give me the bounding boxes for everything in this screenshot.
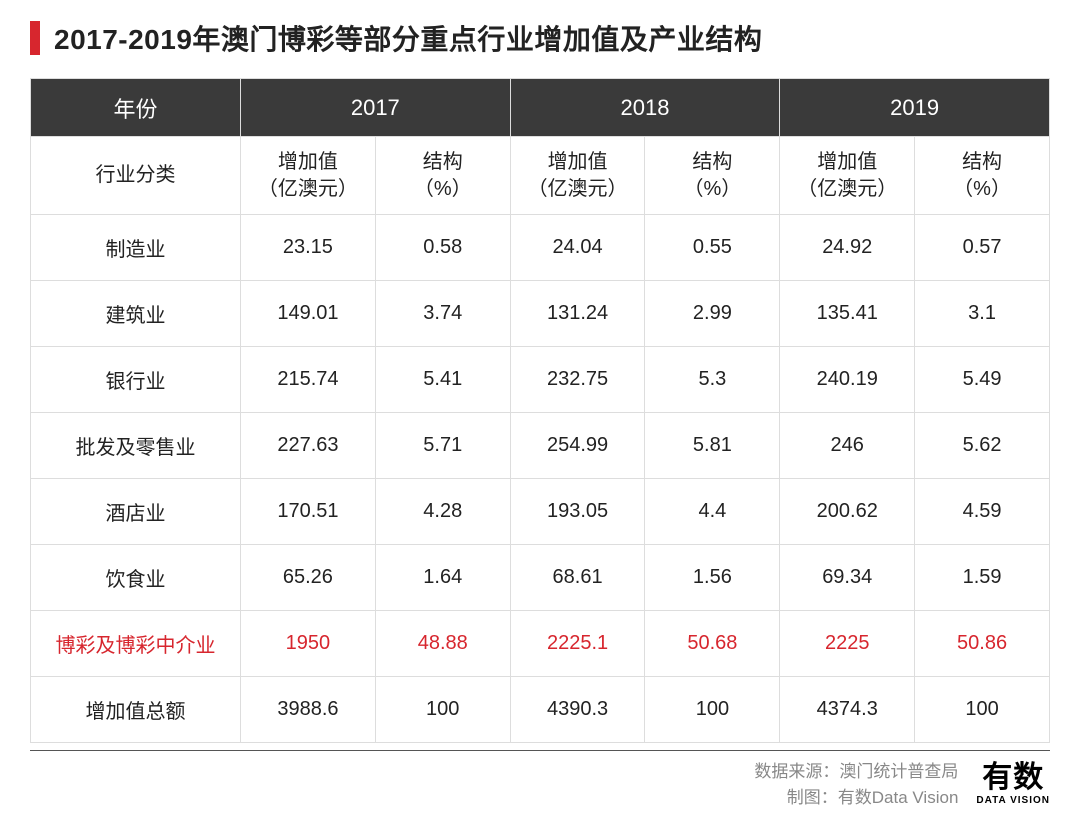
row-label: 博彩及博彩中介业 [31, 611, 241, 677]
row-label: 建筑业 [31, 281, 241, 347]
table-row: 制造业23.150.5824.040.5524.920.57 [31, 215, 1050, 281]
row-label: 饮食业 [31, 545, 241, 611]
cell-v17: 1950 [241, 611, 376, 677]
cell-p19: 0.57 [915, 215, 1050, 281]
row-label: 制造业 [31, 215, 241, 281]
logo-sub: DATA VISION [976, 795, 1050, 806]
sub-header-label: 行业分类 [31, 137, 241, 215]
sub-header-pct-17: 结构 （%） [375, 137, 510, 215]
header-2017: 2017 [241, 79, 511, 137]
sub-header-val-17: 增加值 （亿澳元） [241, 137, 376, 215]
cell-v18: 68.61 [510, 545, 645, 611]
row-label: 批发及零售业 [31, 413, 241, 479]
row-label: 增加值总额 [31, 677, 241, 743]
table-row: 银行业215.745.41232.755.3240.195.49 [31, 347, 1050, 413]
row-label: 银行业 [31, 347, 241, 413]
table-row: 酒店业170.514.28193.054.4200.624.59 [31, 479, 1050, 545]
header-2019: 2019 [780, 79, 1050, 137]
row-label: 酒店业 [31, 479, 241, 545]
table-row: 批发及零售业227.635.71254.995.812465.62 [31, 413, 1050, 479]
table-body: 行业分类 增加值 （亿澳元） 结构 （%） 增加值 （亿澳元） 结构 （%） 增… [31, 137, 1050, 743]
cell-p19: 5.62 [915, 413, 1050, 479]
cell-v19: 69.34 [780, 545, 915, 611]
cell-v19: 2225 [780, 611, 915, 677]
chart-value: 有数Data Vision [838, 788, 959, 807]
cell-v17: 227.63 [241, 413, 376, 479]
chart-label: 制图： [787, 788, 838, 807]
source-label: 数据来源： [754, 762, 839, 781]
cell-p18: 4.4 [645, 479, 780, 545]
cell-v19: 200.62 [780, 479, 915, 545]
cell-v18: 4390.3 [510, 677, 645, 743]
cell-v18: 193.05 [510, 479, 645, 545]
cell-p18: 0.55 [645, 215, 780, 281]
logo: 有数 DATA VISION [976, 763, 1050, 806]
cell-v17: 23.15 [241, 215, 376, 281]
cell-p17: 5.41 [375, 347, 510, 413]
cell-p19: 3.1 [915, 281, 1050, 347]
cell-p17: 100 [375, 677, 510, 743]
cell-p18: 1.56 [645, 545, 780, 611]
cell-p17: 4.28 [375, 479, 510, 545]
cell-p18: 2.99 [645, 281, 780, 347]
cell-v17: 149.01 [241, 281, 376, 347]
industry-table: 年份 2017 2018 2019 行业分类 增加值 （亿澳元） 结构 （%） … [30, 78, 1050, 743]
sub-header-pct-19: 结构 （%） [915, 137, 1050, 215]
sub-header-val-18: 增加值 （亿澳元） [510, 137, 645, 215]
cell-v19: 24.92 [780, 215, 915, 281]
cell-v18: 24.04 [510, 215, 645, 281]
footer: 数据来源：澳门统计普查局 制图：有数Data Vision 有数 DATA VI… [30, 750, 1050, 810]
header-row: 年份 2017 2018 2019 [31, 79, 1050, 137]
cell-p17: 5.71 [375, 413, 510, 479]
cell-v17: 215.74 [241, 347, 376, 413]
table-row: 博彩及博彩中介业195048.882225.150.68222550.86 [31, 611, 1050, 677]
header-year-label: 年份 [31, 79, 241, 137]
sub-header-row: 行业分类 增加值 （亿澳元） 结构 （%） 增加值 （亿澳元） 结构 （%） 增… [31, 137, 1050, 215]
cell-p17: 48.88 [375, 611, 510, 677]
cell-p19: 50.86 [915, 611, 1050, 677]
cell-p18: 5.3 [645, 347, 780, 413]
cell-p18: 100 [645, 677, 780, 743]
cell-p19: 100 [915, 677, 1050, 743]
cell-p18: 5.81 [645, 413, 780, 479]
cell-v17: 3988.6 [241, 677, 376, 743]
title-block: 2017-2019年澳门博彩等部分重点行业增加值及产业结构 [30, 18, 1050, 58]
cell-v18: 232.75 [510, 347, 645, 413]
cell-p17: 1.64 [375, 545, 510, 611]
cell-p17: 0.58 [375, 215, 510, 281]
cell-p19: 5.49 [915, 347, 1050, 413]
cell-v19: 135.41 [780, 281, 915, 347]
logo-main: 有数 [982, 763, 1044, 793]
source-value: 澳门统计普查局 [839, 762, 958, 781]
footer-text: 数据来源：澳门统计普查局 制图：有数Data Vision [754, 759, 958, 810]
cell-v17: 65.26 [241, 545, 376, 611]
cell-v18: 131.24 [510, 281, 645, 347]
table-row: 增加值总额3988.61004390.31004374.3100 [31, 677, 1050, 743]
table-row: 饮食业65.261.6468.611.5669.341.59 [31, 545, 1050, 611]
accent-bar [30, 21, 40, 55]
page-title: 2017-2019年澳门博彩等部分重点行业增加值及产业结构 [54, 18, 762, 58]
cell-v18: 2225.1 [510, 611, 645, 677]
cell-p19: 1.59 [915, 545, 1050, 611]
cell-v17: 170.51 [241, 479, 376, 545]
cell-v19: 240.19 [780, 347, 915, 413]
cell-v19: 246 [780, 413, 915, 479]
cell-p18: 50.68 [645, 611, 780, 677]
cell-p17: 3.74 [375, 281, 510, 347]
sub-header-pct-18: 结构 （%） [645, 137, 780, 215]
table-row: 建筑业149.013.74131.242.99135.413.1 [31, 281, 1050, 347]
cell-v18: 254.99 [510, 413, 645, 479]
sub-header-val-19: 增加值 （亿澳元） [780, 137, 915, 215]
header-2018: 2018 [510, 79, 780, 137]
cell-v19: 4374.3 [780, 677, 915, 743]
cell-p19: 4.59 [915, 479, 1050, 545]
